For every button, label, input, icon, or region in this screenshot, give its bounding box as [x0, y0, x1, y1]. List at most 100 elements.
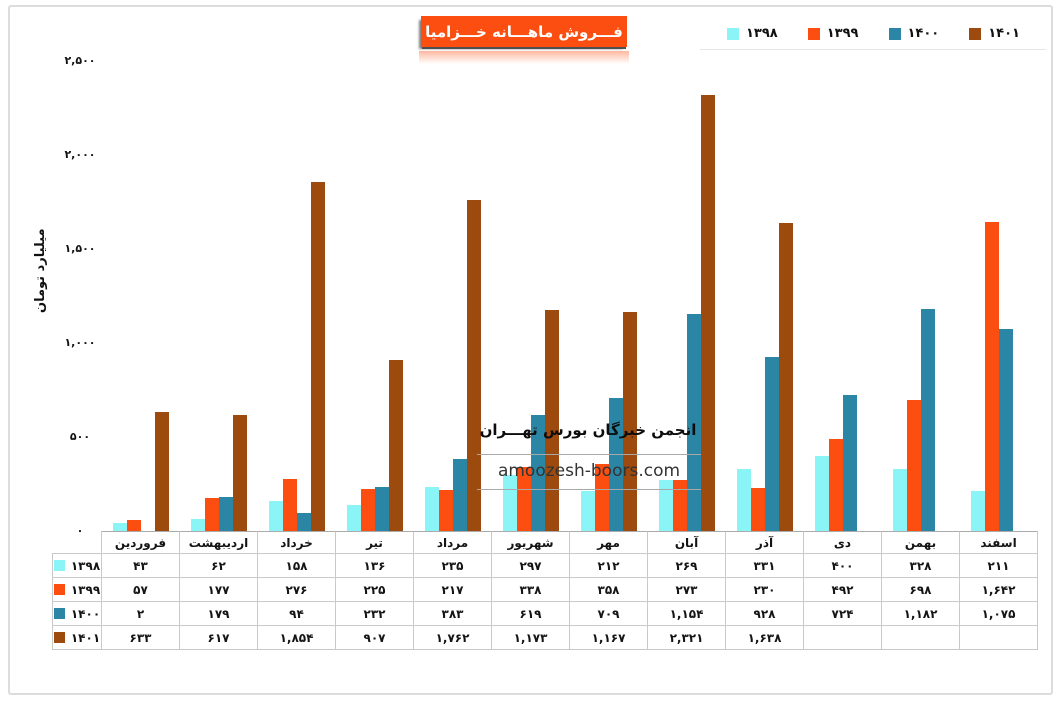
table-value-1399-month-8: ۲۷۳	[648, 578, 726, 602]
y-tick-1000: ۱,۰۰۰	[64, 336, 96, 349]
table-value-1399-month-12: ۱,۶۴۲	[960, 578, 1038, 602]
table-month-header-3: خرداد	[258, 531, 336, 554]
bar-1400-month-7	[609, 397, 623, 531]
bar-1401-month-9	[779, 223, 793, 531]
bar-1400-month-6	[531, 414, 545, 531]
bar-1400-month-4	[375, 487, 389, 531]
bar-1401-month-4	[389, 360, 403, 531]
table-value-1400-month-12: ۱,۰۷۵	[960, 602, 1038, 626]
bar-1400-month-10	[843, 394, 857, 531]
table-value-1400-month-11: ۱,۱۸۲	[882, 602, 960, 626]
table-value-1398-month-4: ۱۳۶	[336, 554, 414, 578]
bar-1398-month-12	[971, 491, 985, 531]
table-value-1401-month-3: ۱,۸۵۴	[258, 626, 336, 650]
table-value-1398-month-8: ۲۶۹	[648, 554, 726, 578]
legend-item-1399: ۱۳۹۹	[807, 26, 859, 41]
table-value-1401-month-12	[960, 626, 1038, 650]
table-value-1400-month-4: ۲۳۲	[336, 602, 414, 626]
legend-swatch-1398	[727, 27, 739, 40]
legend: ۱۳۹۸ ۱۳۹۹ ۱۴۰۰ ۱۴۰۱	[727, 26, 1020, 41]
bar-1399-month-5	[439, 490, 453, 531]
table-value-1399-month-7: ۳۵۸	[570, 578, 648, 602]
table-legend-swatch-1398	[53, 560, 65, 571]
table-value-1399-month-3: ۲۷۶	[258, 578, 336, 602]
legend-label-1400: ۱۴۰۰	[907, 26, 940, 41]
table-value-1401-month-4: ۹۰۷	[336, 626, 414, 650]
legend-divider	[700, 49, 1046, 50]
y-axis-title: میلیارد تومان	[33, 228, 48, 313]
bar-1399-month-11	[907, 399, 921, 531]
bar-1400-month-12	[999, 328, 1013, 531]
chart-title-reflection	[419, 51, 629, 64]
y-tick-500: ۵۰۰	[69, 430, 91, 443]
bar-1401-month-7	[623, 311, 637, 531]
bar-1398-month-7	[581, 491, 595, 531]
bar-1399-month-6	[517, 467, 531, 531]
watermark-divider-top	[477, 454, 701, 455]
chart-title: فـــروش ماهـــانه خـــزامیا	[425, 22, 623, 41]
table-value-1398-month-10: ۴۰۰	[804, 554, 882, 578]
bar-1398-month-9	[737, 468, 751, 531]
table-year-label-1399: ۱۳۹۹	[70, 582, 101, 597]
bar-1401-month-8	[701, 94, 715, 531]
table-year-label-1398: ۱۳۹۸	[70, 558, 101, 573]
table-value-1400-month-9: ۹۲۸	[726, 602, 804, 626]
table-month-header-9: آذر	[726, 531, 804, 554]
bar-1401-month-2	[233, 415, 247, 531]
table-value-1398-month-2: ۶۲	[180, 554, 258, 578]
bar-1398-month-11	[893, 469, 907, 531]
y-tick-2500: ۲,۵۰۰	[64, 54, 96, 67]
table-value-1398-month-7: ۲۱۲	[570, 554, 648, 578]
bar-1400-month-11	[921, 308, 935, 531]
watermark-domain: amoozesh-boors.com	[497, 461, 681, 481]
watermark-text: انجمن خبرگان بورس تهـــران	[479, 421, 697, 439]
table-value-1398-month-9: ۳۳۱	[726, 554, 804, 578]
table-value-1398-month-11: ۳۲۸	[882, 554, 960, 578]
table-value-1398-month-5: ۲۳۵	[414, 554, 492, 578]
bar-1399-month-7	[595, 463, 609, 531]
table-legend-swatch-1400	[53, 608, 65, 619]
table-value-1400-month-6: ۶۱۹	[492, 602, 570, 626]
data-table: فروردین اردیبهشت خرداد تیر مرداد شهریور مهر آبا…	[52, 531, 1038, 650]
table-value-1401-month-9: ۱,۶۳۸	[726, 626, 804, 650]
bar-1398-month-3	[269, 501, 283, 531]
table-value-1401-month-7: ۱,۱۶۷	[570, 626, 648, 650]
table-value-1401-month-5: ۱,۷۶۲	[414, 626, 492, 650]
table-value-1400-month-8: ۱,۱۵۴	[648, 602, 726, 626]
table-year-cell-1398: ۱۳۹۸	[52, 554, 102, 578]
table-value-1399-month-10: ۴۹۲	[804, 578, 882, 602]
bar-1399-month-4	[361, 488, 375, 531]
watermark-divider-bottom	[477, 489, 701, 490]
table-value-1400-month-3: ۹۴	[258, 602, 336, 626]
table-month-header-11: بهمن	[882, 531, 960, 554]
bar-1400-month-8	[687, 314, 701, 531]
table-month-header-4: تیر	[336, 531, 414, 554]
table-value-1399-month-2: ۱۷۷	[180, 578, 258, 602]
table-value-1400-month-7: ۷۰۹	[570, 602, 648, 626]
bar-1398-month-10	[815, 455, 829, 531]
y-tick-0: ۰	[76, 524, 84, 537]
plot-area	[102, 61, 1038, 531]
table-month-header-6: شهریور	[492, 531, 570, 554]
table-value-1398-month-3: ۱۵۸	[258, 554, 336, 578]
bar-1399-month-8	[673, 479, 687, 531]
legend-swatch-1400	[888, 27, 901, 40]
table-year-label-1401: ۱۴۰۱	[70, 630, 101, 645]
bar-1398-month-8	[659, 480, 673, 531]
table-value-1399-month-1: ۵۷	[102, 578, 180, 602]
table-value-1401-month-1: ۶۳۳	[102, 626, 180, 650]
table-value-1400-month-5: ۳۸۳	[414, 602, 492, 626]
bar-1399-month-12	[985, 222, 999, 531]
table-legend-swatch-1399	[53, 584, 65, 595]
bar-1398-month-6	[503, 475, 517, 531]
bar-1399-month-9	[751, 487, 765, 531]
table-month-header-2: اردیبهشت	[180, 531, 258, 554]
bar-1401-month-3	[311, 182, 325, 531]
table-value-1400-month-2: ۱۷۹	[180, 602, 258, 626]
bar-1400-month-9	[765, 356, 779, 531]
bar-1398-month-1	[113, 522, 127, 531]
bar-1399-month-1	[127, 520, 141, 531]
table-value-1401-month-6: ۱,۱۷۳	[492, 626, 570, 650]
bar-1401-month-1	[155, 412, 169, 531]
